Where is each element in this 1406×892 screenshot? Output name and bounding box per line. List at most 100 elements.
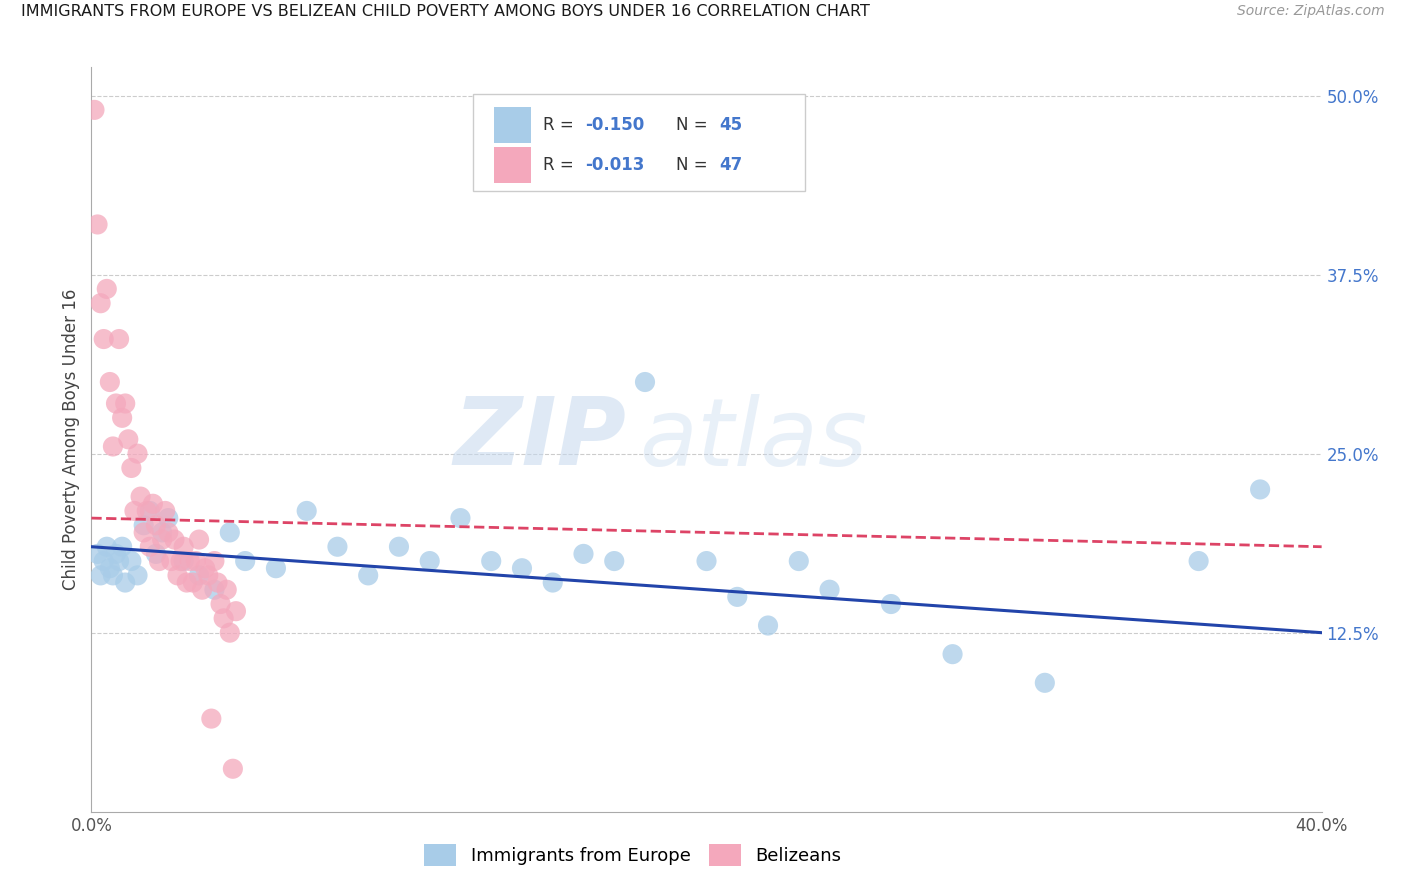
Point [449, 511, 471, 525]
Point [572, 547, 595, 561]
Point [419, 554, 441, 568]
Point [176, 575, 198, 590]
Point [696, 554, 718, 568]
Text: Source: ZipAtlas.com: Source: ZipAtlas.com [1237, 4, 1385, 19]
Point [108, 554, 131, 568]
Text: ZIP: ZIP [454, 393, 627, 485]
Point [541, 575, 564, 590]
Point [108, 332, 131, 346]
Point [139, 540, 162, 554]
Point [83, 103, 105, 117]
Point [215, 582, 238, 597]
Point [120, 554, 142, 568]
Point [818, 582, 841, 597]
Text: N =: N = [676, 156, 713, 174]
Point [157, 511, 180, 525]
Point [207, 575, 229, 590]
Point [157, 525, 180, 540]
Point [479, 554, 502, 568]
Point [222, 762, 245, 776]
Point [90, 296, 112, 310]
Text: atlas: atlas [638, 393, 868, 485]
Point [101, 568, 124, 582]
Legend: Immigrants from Europe, Belizeans: Immigrants from Europe, Belizeans [416, 837, 849, 873]
Point [942, 647, 965, 661]
Point [86, 547, 108, 561]
Point [93, 332, 115, 346]
Point [173, 540, 195, 554]
Text: R =: R = [543, 156, 579, 174]
Text: 47: 47 [718, 156, 742, 174]
Text: -0.013: -0.013 [585, 156, 644, 174]
Point [188, 533, 211, 547]
Point [209, 597, 232, 611]
Y-axis label: Child Poverty Among Boys Under 16: Child Poverty Among Boys Under 16 [62, 289, 80, 590]
Point [101, 440, 124, 454]
Point [880, 597, 903, 611]
Point [1033, 675, 1056, 690]
Point [1249, 483, 1271, 497]
Point [725, 590, 748, 604]
Point [634, 375, 657, 389]
Point [129, 490, 152, 504]
Point [202, 582, 225, 597]
Point [139, 504, 162, 518]
Point [148, 554, 170, 568]
Point [756, 618, 779, 632]
Point [145, 518, 167, 533]
Point [153, 504, 177, 518]
Point [98, 375, 121, 389]
Point [225, 604, 247, 618]
Point [184, 554, 207, 568]
Point [233, 554, 256, 568]
Point [142, 497, 165, 511]
Point [191, 582, 214, 597]
Point [200, 712, 222, 726]
FancyBboxPatch shape [472, 95, 804, 191]
Point [127, 568, 149, 582]
Point [181, 575, 204, 590]
Point [787, 554, 810, 568]
Point [96, 540, 118, 554]
Point [111, 410, 134, 425]
Point [264, 561, 287, 575]
Point [179, 554, 201, 568]
Point [1187, 554, 1209, 568]
Point [124, 504, 146, 518]
Point [163, 533, 186, 547]
Point [127, 447, 149, 461]
Point [357, 568, 380, 582]
FancyBboxPatch shape [494, 107, 530, 143]
FancyBboxPatch shape [494, 147, 530, 183]
Point [212, 611, 235, 625]
Point [135, 504, 157, 518]
Text: N =: N = [676, 116, 713, 134]
Point [169, 554, 191, 568]
Point [111, 540, 134, 554]
Text: -0.150: -0.150 [585, 116, 644, 134]
Text: R =: R = [543, 116, 579, 134]
Point [93, 554, 115, 568]
Point [188, 568, 211, 582]
Point [202, 554, 225, 568]
Point [218, 525, 240, 540]
Point [114, 575, 136, 590]
Point [105, 396, 127, 410]
Point [86, 218, 108, 232]
Point [96, 282, 118, 296]
Point [388, 540, 411, 554]
Point [105, 547, 127, 561]
Point [117, 433, 139, 447]
Text: IMMIGRANTS FROM EUROPE VS BELIZEAN CHILD POVERTY AMONG BOYS UNDER 16 CORRELATION: IMMIGRANTS FROM EUROPE VS BELIZEAN CHILD… [21, 4, 870, 20]
Point [150, 533, 173, 547]
Point [603, 554, 626, 568]
Point [150, 525, 173, 540]
Point [326, 540, 349, 554]
Point [114, 396, 136, 410]
Point [132, 525, 155, 540]
Text: 45: 45 [718, 116, 742, 134]
Point [160, 554, 183, 568]
Point [145, 547, 167, 561]
Point [197, 568, 219, 582]
Point [98, 561, 121, 575]
